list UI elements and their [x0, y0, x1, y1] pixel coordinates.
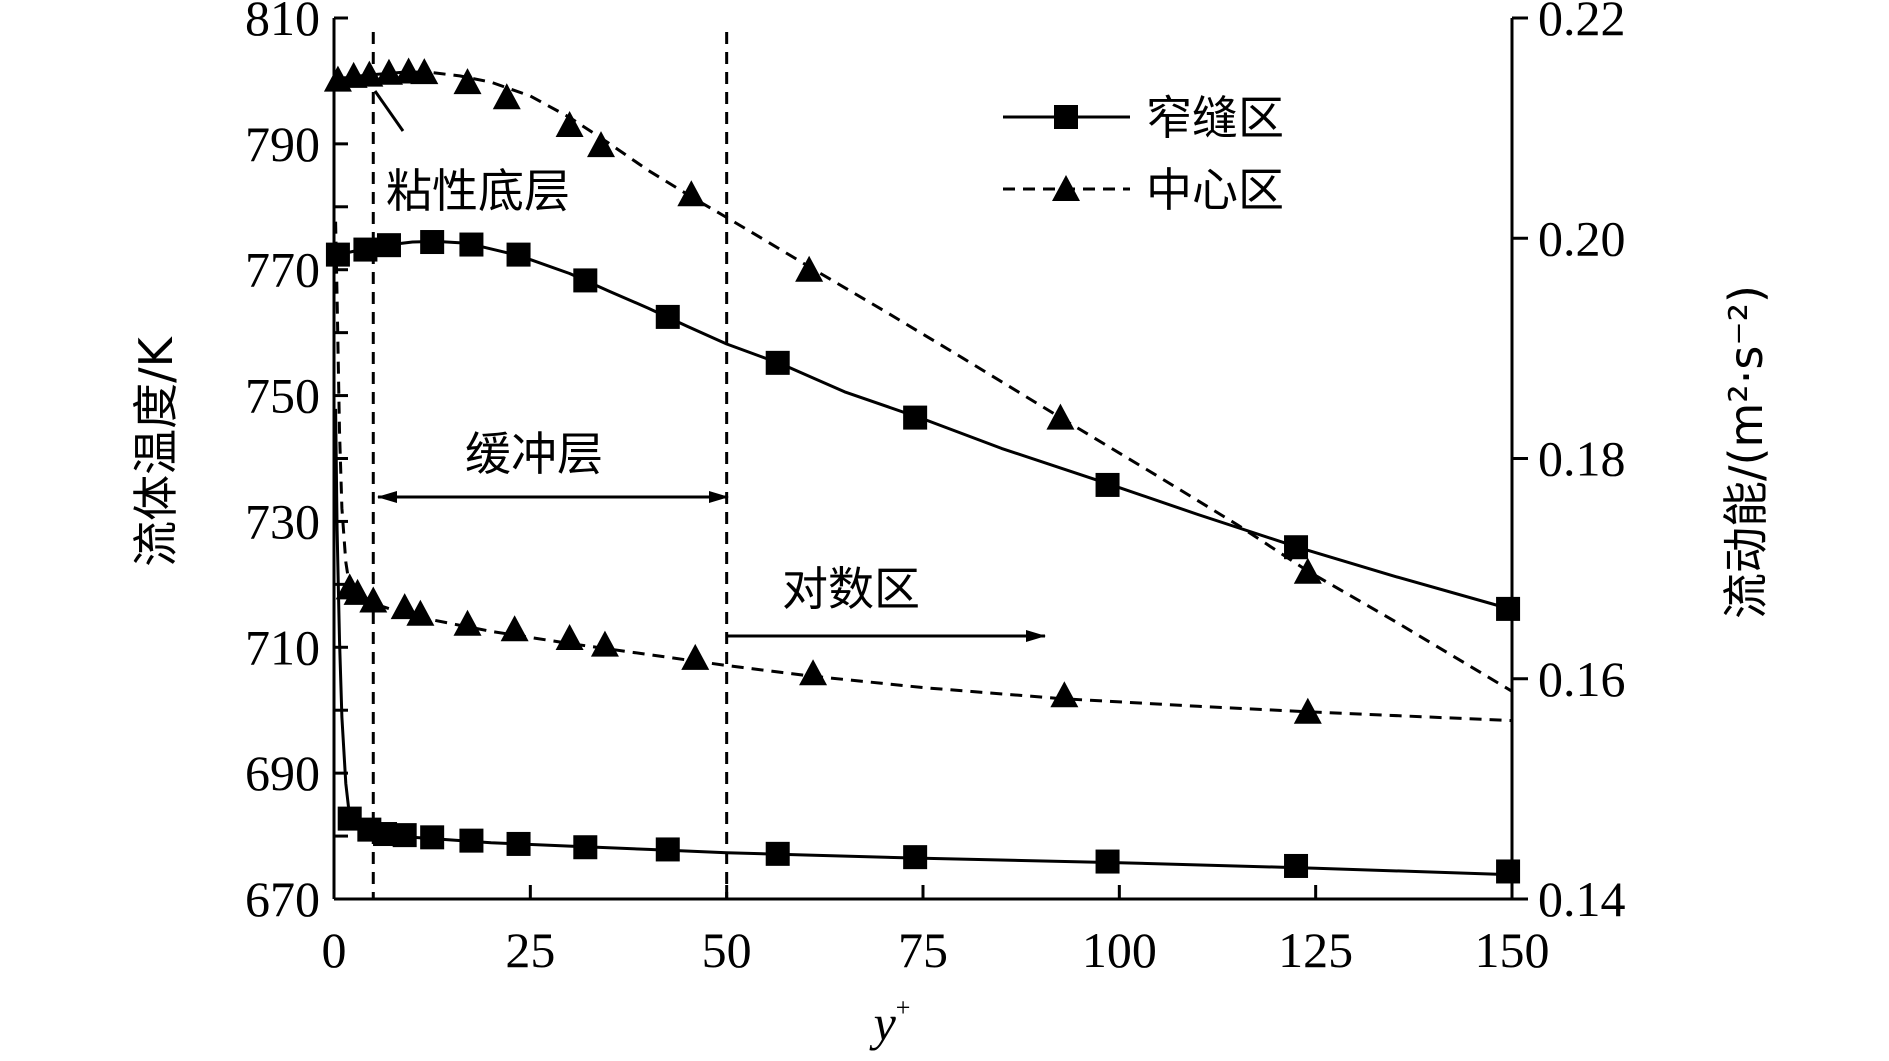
right-tick-label: 0.14 — [1538, 871, 1626, 927]
series-layer — [323, 57, 1521, 884]
data-point-square — [392, 823, 417, 848]
data-point-square — [420, 825, 445, 850]
right-tick-label: 0.22 — [1538, 0, 1626, 46]
data-point-square — [655, 837, 680, 862]
data-point-square — [903, 845, 928, 870]
x-tick-label: 25 — [505, 922, 555, 978]
data-point-triangle — [681, 643, 710, 670]
annotation-log: 对数区 — [782, 562, 920, 616]
data-point-triangle — [1046, 403, 1075, 430]
series-1 — [323, 57, 1513, 693]
x-axis-title-sup: + — [896, 993, 911, 1022]
left-tick-label: 810 — [245, 0, 320, 46]
data-point-triangle — [359, 586, 388, 613]
x-tick-label: 125 — [1278, 922, 1353, 978]
left-tick-label: 770 — [245, 242, 320, 298]
data-point-triangle — [406, 599, 435, 626]
x-tick-label: 0 — [322, 922, 347, 978]
data-point-square — [655, 304, 680, 329]
x-tick-label: 100 — [1082, 922, 1157, 978]
left-axis: 670 690 710 730 750 770 790 810 — [245, 0, 348, 927]
series-line — [334, 221, 1513, 723]
data-point-triangle — [492, 83, 521, 110]
x-axis-title: y+ — [869, 993, 911, 1051]
right-tick-label: 0.18 — [1538, 431, 1626, 487]
data-point-square — [506, 242, 531, 267]
data-point-square — [420, 230, 445, 255]
x-axis-title-main: y — [869, 995, 897, 1051]
data-point-triangle — [677, 180, 706, 207]
left-tick-label: 690 — [245, 745, 320, 801]
series-0 — [325, 230, 1521, 621]
left-tick-label: 710 — [245, 619, 320, 675]
legend-marker-square — [1054, 105, 1078, 129]
data-point-triangle — [355, 60, 384, 87]
data-point-triangle — [390, 593, 419, 620]
data-point-triangle — [555, 110, 584, 137]
data-point-square — [903, 405, 928, 430]
data-point-triangle — [343, 578, 372, 605]
data-point-triangle — [1293, 557, 1322, 584]
data-point-square — [573, 268, 598, 293]
data-point-triangle — [1050, 681, 1079, 708]
data-point-square — [573, 835, 598, 860]
region-guides — [371, 32, 729, 899]
data-point-square — [765, 350, 790, 375]
x-tick-label: 75 — [898, 922, 948, 978]
data-point-triangle — [555, 624, 584, 651]
left-axis-title: 流体温度/K — [129, 335, 183, 566]
data-point-square — [353, 237, 378, 262]
x-axis: 0 25 50 75 100 125 150 — [322, 885, 1550, 978]
data-point-triangle — [799, 659, 828, 686]
data-point-triangle — [1293, 697, 1322, 724]
data-point-triangle — [374, 58, 403, 85]
data-point-triangle — [410, 58, 439, 85]
right-axis-title: 流动能/(m²·s⁻²) — [1719, 285, 1773, 619]
data-point-square — [1284, 535, 1309, 560]
data-point-square — [1496, 859, 1521, 884]
data-point-triangle — [590, 630, 619, 657]
annotation-buffer: 缓冲层 — [465, 427, 603, 481]
data-point-square — [459, 232, 484, 257]
data-point-triangle — [500, 615, 529, 642]
data-point-square — [1284, 853, 1309, 878]
annotation-viscous: 粘性底层 — [386, 164, 570, 218]
legend: 窄缝区 中心区 — [1003, 91, 1284, 217]
data-point-triangle — [587, 131, 616, 158]
annotation-viscous-pointer — [373, 90, 405, 132]
data-point-square — [765, 841, 790, 866]
x-tick-label: 150 — [1475, 922, 1550, 978]
legend-label-narrow: 窄缝区 — [1146, 91, 1284, 145]
data-point-square — [1095, 849, 1120, 874]
legend-marker-triangle — [1052, 175, 1080, 201]
series-2 — [334, 408, 1521, 884]
data-point-triangle — [453, 68, 482, 95]
left-tick-label: 750 — [245, 368, 320, 424]
right-tick-label: 0.16 — [1538, 651, 1626, 707]
left-tick-label: 790 — [245, 116, 320, 172]
left-tick-label: 730 — [245, 493, 320, 549]
right-tick-label: 0.20 — [1538, 210, 1626, 266]
right-axis: 0.14 0.16 0.18 0.20 0.22 — [1512, 0, 1626, 927]
data-point-square — [459, 828, 484, 853]
legend-label-center: 中心区 — [1146, 163, 1284, 217]
data-point-square — [1095, 472, 1120, 497]
data-point-square — [506, 831, 531, 856]
left-tick-label: 670 — [245, 871, 320, 927]
data-point-square — [376, 233, 401, 258]
data-point-triangle — [453, 609, 482, 636]
data-point-square — [1496, 596, 1521, 621]
series-3 — [334, 221, 1513, 724]
data-point-triangle — [795, 255, 824, 282]
data-point-square — [325, 242, 350, 267]
x-tick-label: 50 — [702, 922, 752, 978]
